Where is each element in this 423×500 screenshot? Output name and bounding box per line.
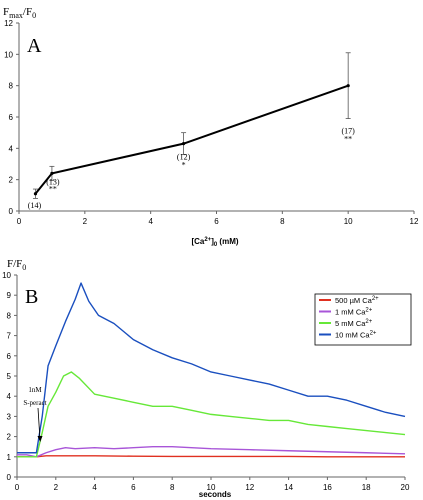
chart-b-y-tick-label: 10 [2,271,11,280]
chart-a-y-tick-label: 4 [9,144,14,153]
chart-a-ylabel: Fmax/F0 [3,6,36,20]
chart-a-panel-label: A [27,35,42,57]
chart-b-series-line [17,455,405,458]
chart-a-y-tick-label: 10 [4,50,13,59]
chart-b-legend-label-text: 1 mM Ca [335,308,366,317]
chart-a-y-tick-label: 2 [9,176,14,185]
chart-b-legend-label: 500 µM Ca2+ [335,296,379,305]
chart-b-legend-label: 5 mM Ca2+ [335,319,373,328]
chart-b-ylabel-sub: 0 [22,263,26,272]
chart-b-ylabel: F/F0 [7,258,26,272]
chart-a-annotation: (13) [46,177,60,186]
chart-b-x-tick-label: 18 [362,483,371,492]
chart-b-legend: 500 µM Ca2+1 mM Ca2+5 mM Ca2+10 mM Ca2+ [314,293,412,346]
chart-a-annotation: ** [49,184,57,193]
chart-a-y-tick-label: 0 [9,207,14,216]
chart-b-legend-label: 1 mM Ca2+ [335,308,373,317]
chart-a: Fmax/F0 A 0 2 4 6 8 10 12024681012(14)(13)**(1… [3,6,419,248]
chart-b-legend-label-text: 10 mM Ca [335,331,370,340]
chart-b-y-tick-label: 2 [7,433,12,442]
chart-a-x-tick-label: 0 [17,217,22,226]
chart-a-data-point [346,84,350,88]
chart-a-y-tick-label: 12 [4,19,13,28]
chart-b-y-tick-label: 1 [7,453,12,462]
chart-a-xlabel-pre: [Ca [191,237,204,246]
chart-b-legend-label-text: 5 mM Ca [335,319,366,328]
chart-b-legend-label-sup: 2+ [370,331,377,337]
chart-a-ylabel-sub1: max [9,11,23,20]
chart-a-xlabel-sup: 2+ [204,237,211,243]
chart-b-legend-label-text: 500 µM Ca [335,296,373,305]
chart-b-x-tick-label: 14 [284,483,293,492]
chart-a-ylabel-mid: /F [23,6,32,18]
chart-a-x-tick-label: 2 [83,217,88,226]
chart-a-ylabel-main: F [3,6,9,18]
chart-a-annotation: (17) [342,127,356,136]
chart-a-xlabel-post: (mM) [217,237,239,246]
chart-b-legend-box [314,293,412,346]
chart-b-y-tick-label: 0 [7,473,12,482]
chart-b-x-tick-label: 6 [131,483,136,492]
chart-a-x-tick-label: 6 [214,217,219,226]
chart-b-y-tick-label: 8 [7,311,12,320]
chart-b-annotation-arrowhead [37,436,43,442]
chart-a-x-tick-label: 10 [344,217,353,226]
chart-b-panel-label: B [25,286,38,308]
chart-a-xlabel-mid: ] [211,237,214,246]
chart-b-ylabel-main: F/F [7,258,22,270]
chart-a-annotation: (14) [28,201,42,210]
chart-b-y-tick-label: 4 [7,392,12,401]
chart-b-x-tick-label: 0 [15,483,20,492]
chart-a-x-tick-label: 4 [148,217,153,226]
chart-a-annotation: * [182,161,186,170]
chart-b-legend-label-sup: 2+ [365,319,372,325]
chart-a-data-point [181,142,186,146]
chart-a-annotation: ** [344,135,352,144]
chart-a-xlabel-sub: 0 [214,242,218,248]
chart-a-x-tick-label: 12 [410,217,419,226]
chart-a-xlabel: [Ca2+]0 (mM) [191,237,238,248]
chart-a-y-tick-label: 6 [9,113,14,122]
chart-b-x-tick-label: 16 [323,483,332,492]
chart-b-x-tick-label: 4 [92,483,97,492]
chart-a-x-tick-label: 8 [280,217,285,226]
chart-b-x-tick-label: 8 [170,483,175,492]
chart-b-y-tick-label: 6 [7,352,12,361]
chart-b-annotation-line1: 1nM [28,386,42,394]
chart-b-legend-label-sup: 2+ [372,296,379,302]
chart-b-y-tick-label: 3 [7,412,12,421]
chart-b-legend-label: 10 mM Ca2+ [335,331,377,340]
chart-b-series-line [17,282,406,454]
chart-b-y-tick-label: 9 [7,291,12,300]
chart-b-x-tick-label: 10 [207,483,216,492]
chart-b-y-tick-label: 5 [7,372,12,381]
chart-b-x-tick-label: 2 [54,483,59,492]
chart-b-xlabel: seconds [199,490,232,499]
chart-a-annotation: (12) [177,153,191,162]
chart-a-series-line [34,84,349,195]
chart-b-x-tick-label: 20 [401,483,410,492]
chart-b-y-tick-label: 7 [7,332,12,341]
chart-b-annotation-arrow [37,407,41,441]
chart-b-x-tick-label: 12 [245,483,254,492]
chart-b-series-line [17,371,406,458]
chart-b-series-line [17,446,406,458]
chart-a-y-tick-label: 8 [9,82,14,91]
chart-b-annotation-line2: S-peract [23,399,46,407]
chart-a-data-point [50,171,54,175]
chart-a-ylabel-sub2: 0 [32,11,36,20]
chart-a-data-point [33,192,38,196]
chart-b-legend-label-sup: 2+ [365,308,372,314]
